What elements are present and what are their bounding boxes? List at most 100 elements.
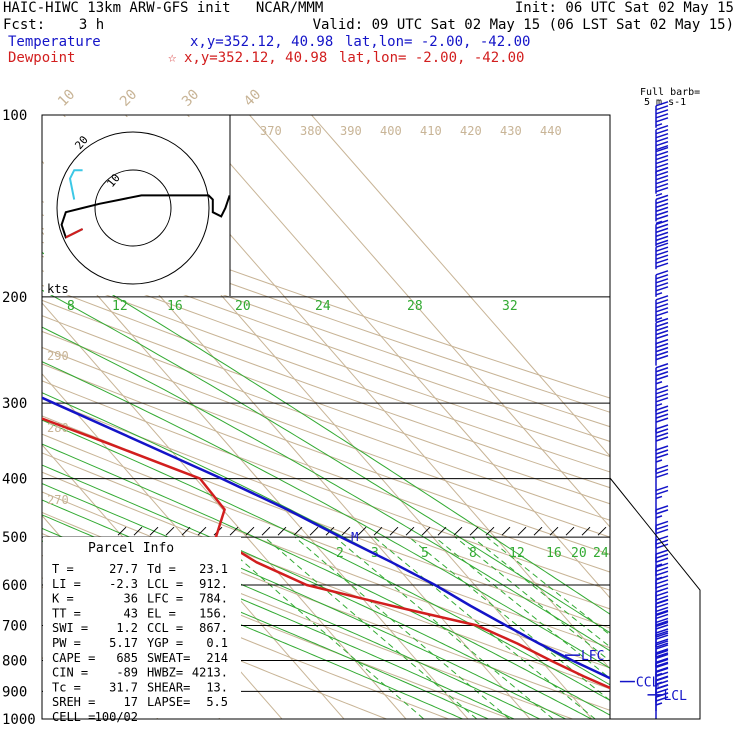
pressure-tick-label: 600 bbox=[2, 578, 27, 594]
parcel-info-value: 5.5 bbox=[206, 695, 228, 709]
parcel-info-value: 27.7 bbox=[109, 562, 138, 576]
parcel-info-label: HWBZ= bbox=[147, 666, 183, 680]
parcel-info-label: PW = bbox=[52, 636, 81, 650]
wind-barb-flag bbox=[655, 128, 669, 135]
wind-barb-flag bbox=[655, 183, 669, 189]
legend-temperature-label: Temperature bbox=[8, 34, 101, 50]
parcel-info-value: 17 bbox=[124, 695, 138, 709]
isotherm-line bbox=[42, 231, 469, 719]
parcel-info-value: 784. bbox=[199, 592, 228, 606]
wind-barb-flag bbox=[655, 105, 669, 111]
wind-barb-flag bbox=[655, 235, 669, 242]
wind-barb bbox=[655, 405, 669, 433]
wind-barb-flag bbox=[655, 299, 669, 305]
wind-barb-flag bbox=[655, 136, 669, 143]
wind-barb-flag bbox=[655, 634, 669, 640]
wind-barb-flag bbox=[655, 417, 669, 423]
pressure-tick-label: 800 bbox=[2, 653, 27, 669]
wind-barb-flag bbox=[655, 657, 669, 664]
wind-barb bbox=[655, 485, 669, 513]
mixing-ratio-line bbox=[373, 536, 596, 719]
icing-hatch-mark bbox=[277, 526, 287, 536]
isotherm-line bbox=[310, 115, 610, 457]
hodograph-units-label: kts bbox=[47, 282, 69, 296]
wind-barb-flag bbox=[655, 329, 669, 336]
wind-barb-flag bbox=[655, 684, 669, 690]
wind-barb-flag bbox=[655, 210, 669, 217]
hodograph-trace bbox=[60, 194, 231, 239]
parcel-info-value: 0.1 bbox=[206, 636, 228, 650]
wind-barb-flag bbox=[655, 428, 669, 434]
wind-barb-flag bbox=[655, 295, 669, 301]
wind-barb-flag bbox=[655, 397, 669, 403]
wind-barb-flag bbox=[655, 393, 669, 399]
wind-barb-flag bbox=[655, 520, 669, 527]
isotherm-label: 10 bbox=[55, 87, 78, 110]
wind-barb bbox=[655, 338, 669, 366]
wind-barb-flag bbox=[655, 354, 669, 361]
wind-barb-flag bbox=[655, 350, 669, 357]
wind-barb-flag bbox=[655, 250, 669, 256]
theta-label: 290 bbox=[47, 349, 69, 363]
wind-barb-flag bbox=[655, 338, 669, 345]
wind-barb bbox=[655, 167, 669, 197]
wind-barb-flag bbox=[655, 179, 669, 185]
barbs-title: Full barb= bbox=[640, 87, 700, 98]
icing-hatch-mark bbox=[405, 526, 415, 536]
wind-barb-flag bbox=[655, 653, 669, 660]
wind-barb-flag bbox=[655, 367, 669, 373]
wind-barb-flag bbox=[655, 606, 669, 613]
legend-temperature-xy: x,y=352.12, 40.98 bbox=[190, 34, 334, 50]
wind-barb-flag bbox=[655, 671, 669, 677]
parcel-info-value: -2.3 bbox=[109, 577, 138, 591]
parcel-info-value: 214 bbox=[206, 651, 228, 665]
header-init-time: Init: 06 UTC Sat 02 May 15 bbox=[514, 0, 734, 16]
parcel-info-value: 867. bbox=[199, 621, 228, 635]
wind-barb-flag bbox=[655, 617, 669, 624]
wind-barb-flag bbox=[655, 676, 669, 682]
wind-barb-flag bbox=[655, 591, 669, 597]
wind-barb-flag bbox=[655, 658, 669, 665]
wind-barb-flag bbox=[655, 662, 669, 669]
wind-barb-half-flag bbox=[655, 193, 663, 197]
header-forecast-hour: Fcst: 3 h bbox=[3, 17, 105, 33]
icing-hatch-mark bbox=[149, 526, 159, 536]
wind-barb-flag bbox=[655, 242, 669, 248]
wind-barb-flag bbox=[655, 549, 669, 555]
wind-barb-flag bbox=[655, 528, 669, 535]
wind-barb-flag bbox=[655, 543, 669, 549]
wind-barb-flag bbox=[655, 317, 669, 324]
temperature-profile-line bbox=[42, 396, 610, 680]
theta-label: 270 bbox=[47, 493, 69, 507]
icing-hatch-mark bbox=[341, 526, 351, 536]
wind-barb-flag bbox=[655, 371, 669, 377]
dry-adiabat-line bbox=[42, 491, 610, 711]
legend-dewpoint-label: Dewpoint bbox=[8, 50, 76, 66]
wind-barb-flag bbox=[655, 587, 669, 593]
icing-hatch-mark bbox=[245, 526, 255, 536]
wind-barb bbox=[655, 385, 669, 412]
pressure-tick-label: 100 bbox=[2, 108, 27, 124]
dry-adiabat-line bbox=[42, 299, 610, 505]
parcel-info-label: LCL = bbox=[147, 577, 183, 591]
wind-barb-flag bbox=[655, 610, 669, 617]
mixing-ratio-label: 24 bbox=[593, 546, 609, 561]
wind-barb-flag bbox=[655, 566, 669, 573]
mixing-ratio-line bbox=[334, 536, 554, 719]
wind-barb-flag bbox=[655, 489, 669, 496]
mixing-ratio-line bbox=[408, 536, 610, 702]
parcel-info-box bbox=[43, 537, 241, 718]
icing-hatch-mark bbox=[565, 526, 575, 536]
wind-barb-flag bbox=[655, 485, 669, 492]
wind-barb bbox=[655, 270, 669, 297]
parcel-info-label: Tc = bbox=[52, 680, 81, 694]
wind-barb-flag bbox=[655, 644, 669, 650]
wind-barb-flag bbox=[655, 472, 669, 479]
mixing-ratio-line bbox=[294, 536, 511, 719]
wind-barb-flag bbox=[655, 575, 669, 581]
parcel-info-value: 36 bbox=[124, 592, 138, 606]
wind-barb-flag bbox=[655, 661, 669, 668]
wind-barb-flag bbox=[655, 468, 669, 475]
dry-adiabat-line bbox=[42, 380, 610, 591]
